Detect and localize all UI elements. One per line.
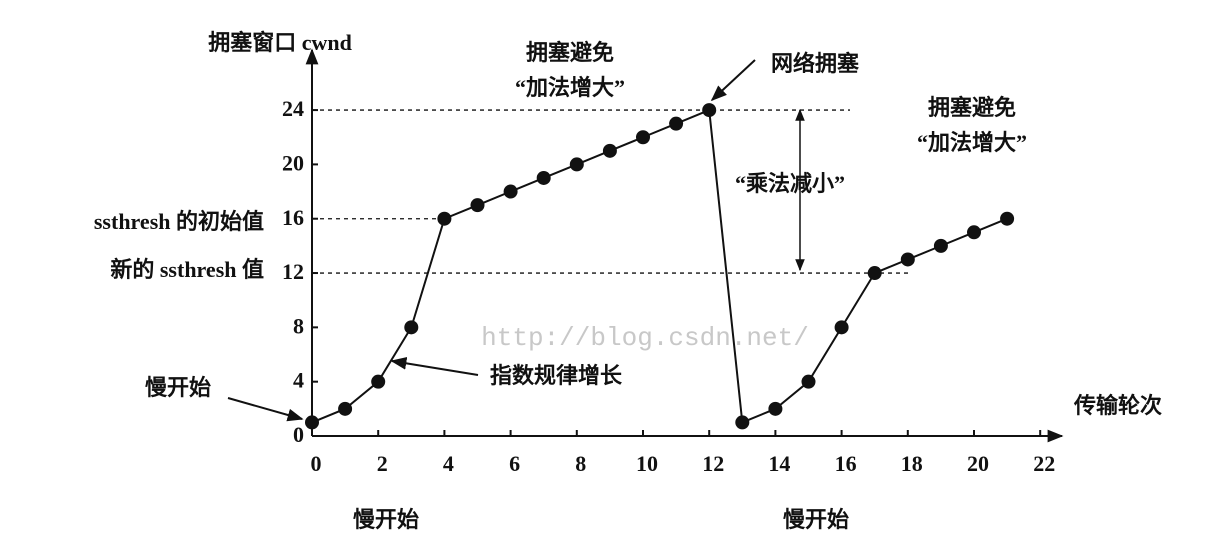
x-axis-label: 传输轮次 [1073, 393, 1162, 418]
annotation: 慢开始 [353, 507, 419, 532]
data-point [834, 320, 849, 335]
data-point [801, 374, 816, 389]
data-point [305, 415, 319, 430]
data-point [669, 116, 684, 131]
data-point [768, 401, 783, 416]
annotation: “乘法减小” [735, 171, 845, 196]
annotation: 指数规律增长 [490, 363, 623, 388]
x-tick-label: 20 [967, 451, 989, 476]
data-point [404, 320, 419, 335]
x-tick-label: 14 [768, 451, 790, 476]
x-tick-label: 10 [636, 451, 658, 476]
annotation: 拥塞避免 [928, 95, 1016, 120]
annotation: 网络拥塞 [771, 51, 860, 76]
x-tick-label: 2 [377, 451, 388, 476]
data-point [437, 211, 452, 226]
data-point [569, 157, 584, 172]
data-point [933, 238, 948, 253]
annotation: 慢开始 [145, 375, 211, 400]
y-tick-label: 0 [293, 422, 304, 447]
data-point [735, 415, 750, 430]
data-point [967, 225, 981, 240]
exp-arrow [390, 356, 479, 376]
x-tick-label: 18 [901, 451, 923, 476]
x-tick-label: 22 [1033, 451, 1055, 476]
data-point [867, 266, 882, 281]
x-tick-label: 6 [509, 451, 520, 476]
watermark: http://blog.csdn.net/ [481, 323, 809, 353]
data-point [470, 198, 485, 213]
data-point [503, 184, 518, 199]
y-axis-label: 拥塞窗口 cwnd [208, 30, 352, 55]
x-tick-label: 16 [835, 451, 857, 476]
x-tick-label: 4 [443, 451, 454, 476]
data-point [602, 143, 617, 158]
y-tick-label: 16 [282, 205, 304, 230]
x-tick-label: 12 [702, 451, 724, 476]
series-line [311, 108, 1008, 424]
slow-start-arrow [227, 397, 304, 422]
congestion-arrow [710, 59, 756, 102]
y-tick-label: 24 [282, 96, 304, 121]
y-tick-label: 20 [282, 150, 304, 175]
y-tick-label: 4 [293, 368, 304, 393]
data-point [338, 401, 353, 416]
annotation: “加法增大” [917, 130, 1027, 155]
annotation: 新的 ssthresh 值 [110, 257, 264, 282]
annotation: “加法增大” [515, 75, 625, 100]
data-point [636, 130, 650, 145]
x-tick-label: 0 [311, 451, 322, 476]
data-point [1000, 211, 1015, 226]
annotation: ssthresh 的初始值 [94, 209, 264, 234]
data-point [371, 374, 386, 389]
y-tick-label: 12 [282, 259, 304, 284]
y-tick-label: 8 [293, 313, 304, 338]
annotation: 拥塞避免 [526, 40, 614, 65]
data-point [536, 170, 551, 185]
annotation: 慢开始 [783, 507, 849, 532]
data-point [702, 103, 717, 118]
x-tick-label: 8 [575, 451, 586, 476]
data-point [900, 252, 915, 267]
